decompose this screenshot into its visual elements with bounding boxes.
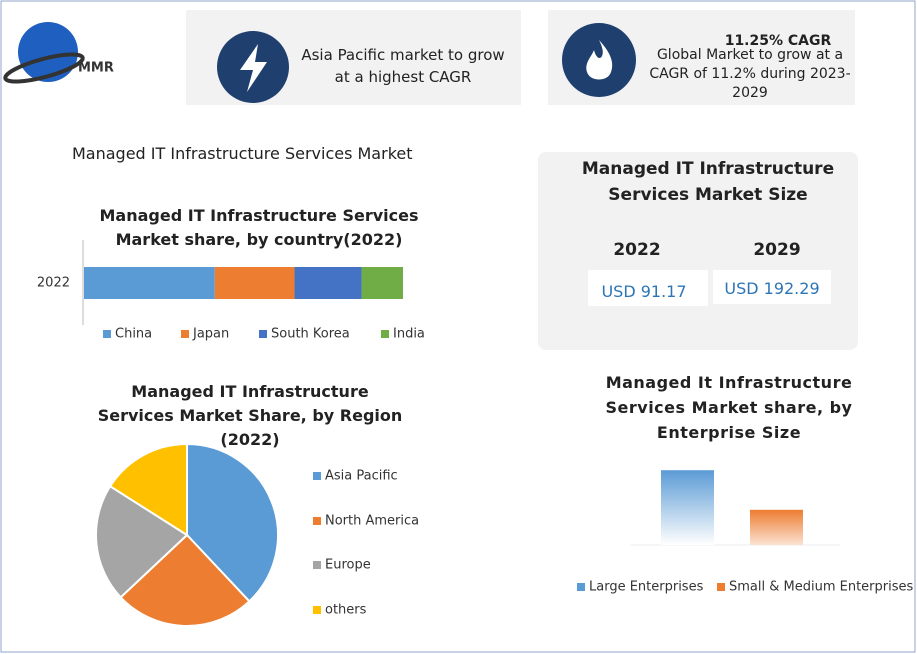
pie-slice <box>119 533 251 627</box>
value-box <box>713 270 831 304</box>
legend-swatch <box>577 583 585 591</box>
legend-label: Large Enterprises <box>589 580 704 595</box>
legend-label: South Korea <box>271 327 350 342</box>
chart-title: Managed IT Infrastructure Services Marke… <box>99 206 419 249</box>
legend-label: Asia Pacific <box>325 469 398 484</box>
size-title: Managed IT Infrastructure Services Marke… <box>581 159 835 205</box>
legend-swatch <box>259 330 267 338</box>
pie-slice <box>186 442 279 603</box>
card-text: Asia Pacific market to grow at a highest… <box>301 46 505 86</box>
pie-slice <box>95 484 189 599</box>
legend-label: China <box>115 327 152 342</box>
legend-swatch <box>313 606 321 614</box>
legend-label: others <box>325 603 367 618</box>
legend-swatch <box>181 330 189 338</box>
legend-swatch <box>381 330 389 338</box>
chart-title: Managed It Infrastructure Services Marke… <box>605 373 853 442</box>
bar <box>661 470 714 545</box>
bar-segment <box>214 267 295 299</box>
legend-label: Europe <box>325 558 371 573</box>
legend-label: Japan <box>192 327 229 342</box>
legend-label: India <box>393 327 425 342</box>
legend-swatch <box>717 583 725 591</box>
year: 2022 <box>613 240 661 260</box>
lightning-icon <box>240 44 267 92</box>
card-highlight: 11.25% CAGR <box>724 33 832 49</box>
logo: MMR <box>3 22 114 84</box>
bar-segment <box>294 267 362 299</box>
logo-text: MMR <box>78 61 114 76</box>
legend-swatch <box>313 472 321 480</box>
size-value: USD 91.17 <box>601 282 687 301</box>
category-label: 2022 <box>37 276 70 291</box>
bar-segment <box>361 267 403 299</box>
chart-title: Managed IT Infrastructure Services Marke… <box>97 382 403 449</box>
page-title: Managed IT Infrastructure Services Marke… <box>72 144 413 163</box>
year: 2029 <box>753 240 801 260</box>
legend-swatch <box>103 330 111 338</box>
legend-label: Small & Medium Enterprises <box>729 580 913 595</box>
pie-slice <box>108 442 188 537</box>
bar <box>750 509 803 545</box>
bar-segment <box>84 267 215 299</box>
card-text: Global Market to grow at a CAGR of 11.2%… <box>649 47 851 101</box>
value-box <box>588 270 708 306</box>
size-value: USD 192.29 <box>724 279 820 298</box>
legend-swatch <box>313 517 321 525</box>
flame-icon <box>586 40 613 80</box>
legend-label: North America <box>325 514 419 529</box>
legend-swatch <box>313 561 321 569</box>
